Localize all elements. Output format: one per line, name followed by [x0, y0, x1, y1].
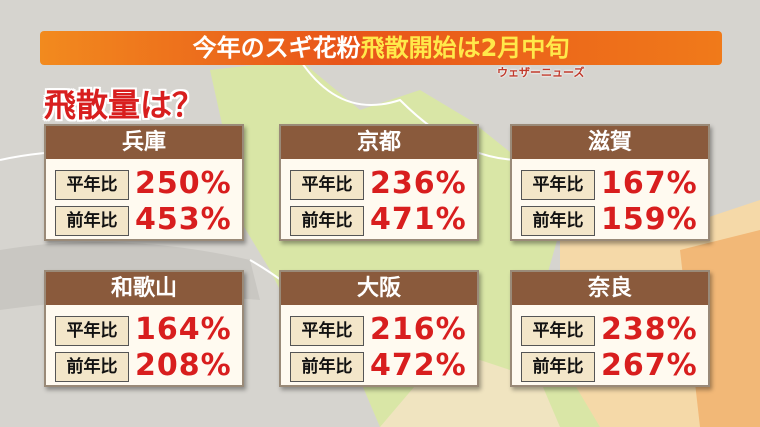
- stat-label: 前年比: [521, 352, 595, 382]
- stat-value: 216%: [370, 312, 467, 347]
- stat-row: 平年比 250%: [55, 166, 237, 201]
- stat-value: 471%: [370, 202, 467, 237]
- stat-row: 前年比 208%: [55, 348, 237, 383]
- heading: 飛散量は？: [44, 86, 205, 124]
- stat-row: 平年比 167%: [521, 166, 703, 201]
- region-name: 大阪: [281, 272, 477, 305]
- region-name: 滋賀: [512, 126, 708, 159]
- region-card: 兵庫 平年比 250% 前年比 453%: [44, 124, 244, 241]
- stat-label: 平年比: [55, 316, 129, 346]
- stat-value: 453%: [135, 202, 232, 237]
- stat-label: 前年比: [55, 206, 129, 236]
- stat-label: 平年比: [55, 170, 129, 200]
- stat-value: 250%: [135, 166, 232, 201]
- stat-row: 前年比 471%: [290, 202, 472, 237]
- stat-label: 前年比: [55, 352, 129, 382]
- region-card: 滋賀 平年比 167% 前年比 159%: [510, 124, 710, 241]
- stat-label: 前年比: [290, 352, 364, 382]
- stat-row: 平年比 238%: [521, 312, 703, 347]
- stat-row: 平年比 236%: [290, 166, 472, 201]
- region-card: 奈良 平年比 238% 前年比 267%: [510, 270, 710, 387]
- title-bar: 今年のスギ花粉飛散開始は2月中旬: [40, 31, 722, 65]
- region-name: 和歌山: [46, 272, 242, 305]
- stat-row: 平年比 216%: [290, 312, 472, 347]
- stat-row: 平年比 164%: [55, 312, 237, 347]
- stat-label: 前年比: [521, 206, 595, 236]
- region-name: 兵庫: [46, 126, 242, 159]
- region-name: 奈良: [512, 272, 708, 305]
- region-card: 和歌山 平年比 164% 前年比 208%: [44, 270, 244, 387]
- title-highlight: 飛散開始は2月中旬: [360, 34, 570, 62]
- stat-row: 前年比 453%: [55, 202, 237, 237]
- stat-value: 208%: [135, 348, 232, 383]
- stat-label: 前年比: [290, 206, 364, 236]
- title-main: 今年のスギ花粉: [192, 34, 361, 62]
- stat-row: 前年比 267%: [521, 348, 703, 383]
- stat-value: 238%: [601, 312, 698, 347]
- stat-value: 472%: [370, 348, 467, 383]
- stat-value: 167%: [601, 166, 698, 201]
- region-name: 京都: [281, 126, 477, 159]
- stat-label: 平年比: [290, 170, 364, 200]
- region-card: 京都 平年比 236% 前年比 471%: [279, 124, 479, 241]
- stat-label: 平年比: [290, 316, 364, 346]
- stat-row: 前年比 159%: [521, 202, 703, 237]
- source: ウェザーニューズ: [497, 66, 585, 79]
- stat-value: 159%: [601, 202, 698, 237]
- stat-row: 前年比 472%: [290, 348, 472, 383]
- stat-label: 平年比: [521, 170, 595, 200]
- stat-label: 平年比: [521, 316, 595, 346]
- stat-value: 164%: [135, 312, 232, 347]
- region-card: 大阪 平年比 216% 前年比 472%: [279, 270, 479, 387]
- stat-value: 236%: [370, 166, 467, 201]
- stat-value: 267%: [601, 348, 698, 383]
